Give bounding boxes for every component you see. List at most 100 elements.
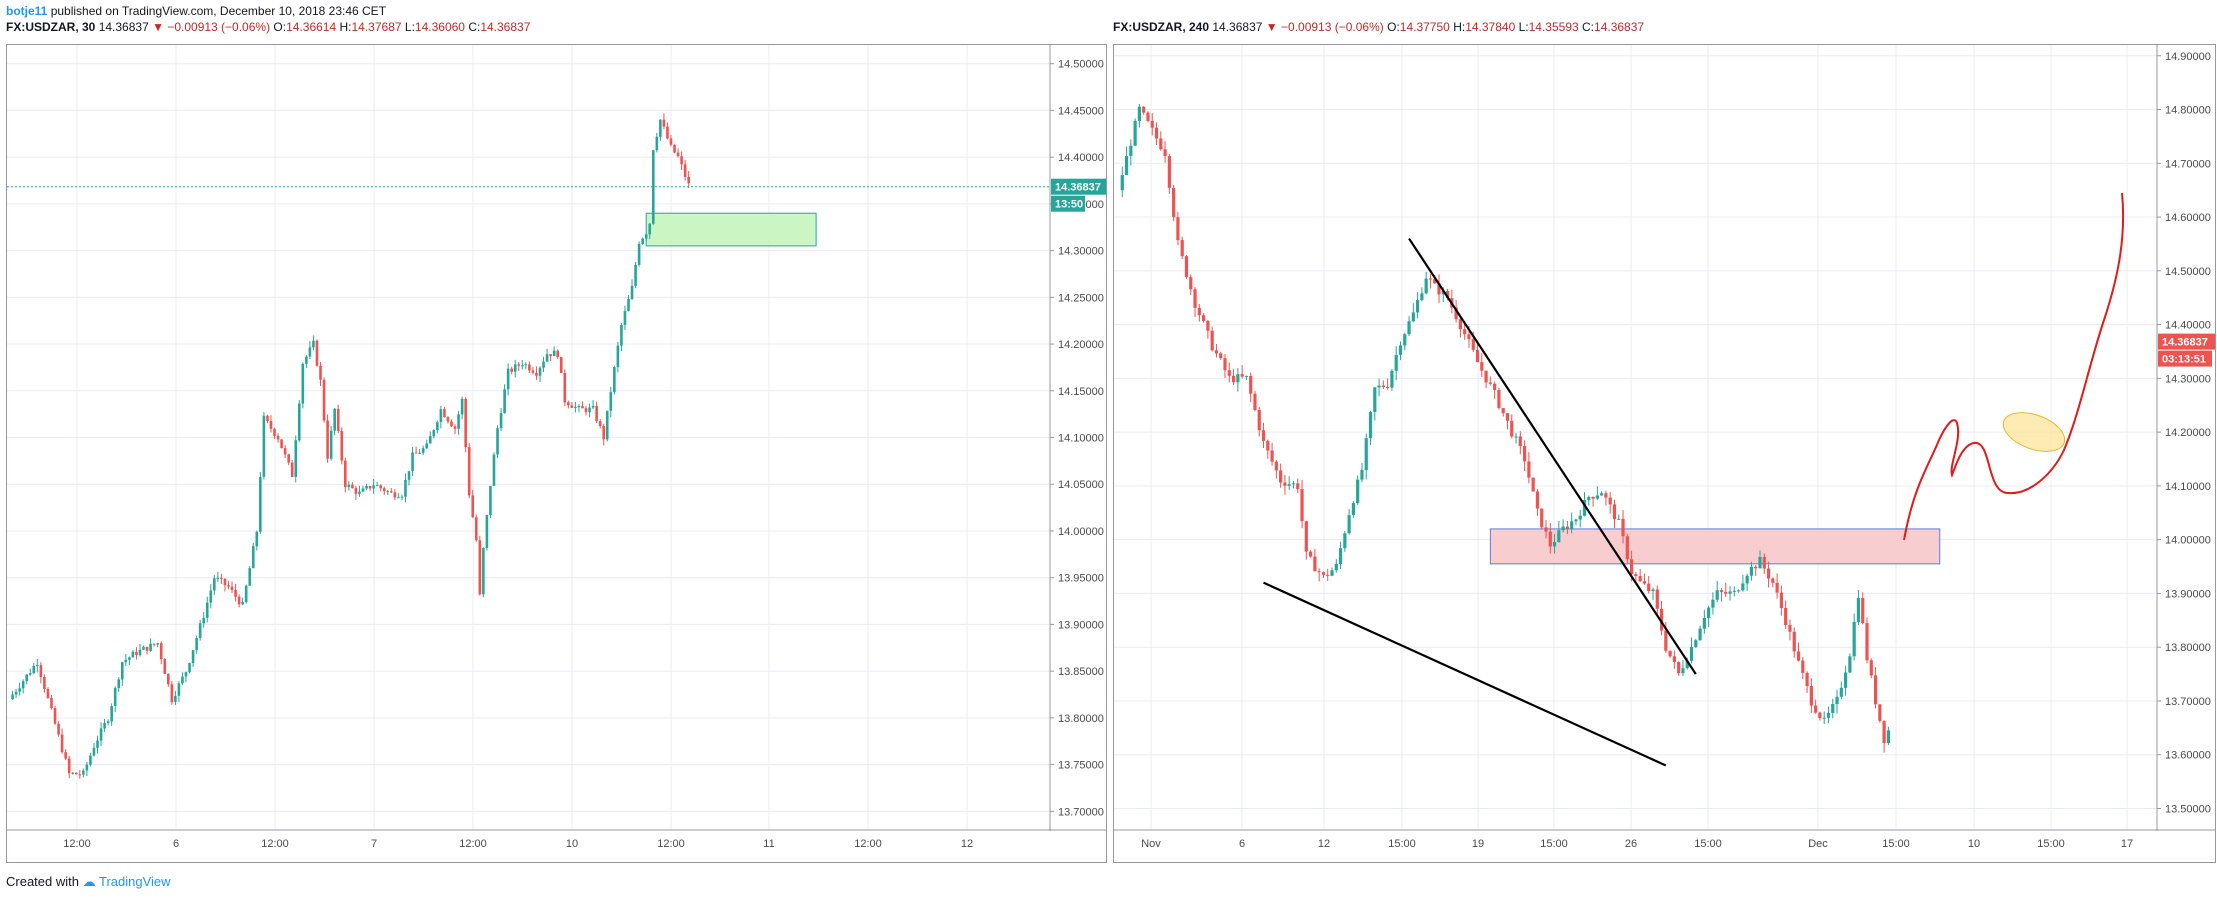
candle-body — [510, 368, 513, 372]
candle-body — [1463, 329, 1467, 335]
candle-body — [404, 479, 407, 497]
candle-body — [205, 602, 209, 618]
candle-body — [1488, 382, 1492, 384]
candle-body — [354, 488, 358, 494]
candle-body — [1368, 411, 1373, 439]
candle-body — [651, 150, 655, 224]
candle-body — [21, 681, 25, 689]
candle-body — [1886, 730, 1890, 744]
candle-body — [266, 415, 269, 422]
candle-body — [1321, 572, 1326, 575]
candle-body — [78, 774, 82, 776]
candle-body — [202, 617, 205, 624]
candle-body — [1719, 590, 1724, 592]
candle-body — [1814, 705, 1818, 713]
candle-body — [1176, 217, 1180, 241]
trendline — [1263, 581, 1667, 767]
candle-body — [1475, 349, 1480, 363]
candle-body — [1386, 386, 1390, 388]
candle-body — [1540, 508, 1544, 528]
candle-body — [1249, 375, 1253, 394]
candle-body — [528, 364, 531, 371]
candle-body — [634, 264, 637, 286]
candle-body — [1411, 312, 1415, 322]
candle-body — [1309, 551, 1313, 557]
candle-body — [138, 649, 142, 656]
candle-body — [1458, 319, 1462, 330]
candle-body — [1784, 607, 1788, 625]
y-tick-label: 14.80000 — [2165, 105, 2211, 117]
candle-body — [386, 491, 390, 493]
candle-body — [99, 728, 103, 741]
candle-body — [1638, 576, 1642, 582]
candle-body — [124, 659, 128, 663]
left-open: 14.36614 — [286, 20, 337, 34]
candle-body — [1137, 106, 1141, 121]
y-tick-label: 14.50000 — [1058, 59, 1104, 71]
right-chart-panel[interactable]: 14.90000 14.80000 14.70000 14.60000 14.50000… — [1113, 44, 2216, 863]
candle-body — [1694, 640, 1698, 647]
candle-body — [1749, 566, 1754, 576]
candle-body — [1514, 436, 1518, 438]
candle-body — [1351, 503, 1355, 516]
candle-body — [1805, 672, 1809, 687]
y-tick-label: 14.20000 — [1058, 339, 1104, 351]
candle-body — [315, 340, 319, 366]
candle-body — [223, 578, 227, 586]
candle-body — [1647, 583, 1651, 591]
candle-body — [329, 430, 333, 459]
countdown-label: 13:50 — [1055, 199, 1083, 211]
candle-body — [368, 485, 372, 489]
candle-body — [142, 646, 145, 650]
y-tick-label: 13.80000 — [1058, 713, 1104, 725]
candle-body — [103, 723, 106, 729]
right-chart-svg[interactable]: 14.90000 14.80000 14.70000 14.60000 14.50000… — [1114, 45, 2215, 862]
candle-body — [659, 119, 662, 137]
candle-body — [1612, 504, 1617, 520]
candle-body — [89, 755, 92, 765]
candle-body — [322, 379, 326, 421]
candle-body — [492, 454, 496, 486]
candle-body — [644, 234, 648, 239]
candle-body — [414, 452, 418, 454]
candle-body — [485, 515, 489, 548]
candle-body — [474, 517, 478, 541]
candle-body — [535, 372, 538, 376]
candle-body — [1467, 334, 1471, 340]
candle-body — [1801, 660, 1805, 673]
candle-body — [1159, 138, 1163, 150]
candle-body — [216, 577, 220, 579]
candle-body — [1561, 526, 1565, 531]
tradingview-link[interactable]: TradingView — [99, 874, 171, 889]
candle-body — [1822, 717, 1826, 719]
x-tick-label: 10 — [1968, 838, 1980, 850]
candle-body — [450, 421, 453, 427]
y-tick-label: 14.50000 — [2165, 266, 2211, 278]
candle-body — [1493, 383, 1497, 391]
candle-body — [209, 590, 213, 603]
down-arrow-icon: ▼ — [152, 20, 164, 34]
projection-path — [1903, 192, 2125, 541]
left-chart-panel[interactable]: 14.5000014.4500014.4000014.3500014.30000… — [6, 44, 1107, 863]
author-link[interactable]: botje11 — [6, 4, 48, 18]
price-tag-label: 14.36837 — [1055, 182, 1101, 194]
candle-body — [1792, 631, 1796, 652]
candle-body — [1360, 469, 1364, 480]
candle-body — [482, 547, 485, 595]
candle-body — [198, 623, 202, 638]
candle-body — [305, 356, 308, 364]
candle-body — [152, 643, 156, 645]
candle-body — [421, 448, 425, 453]
candle-body — [1163, 149, 1167, 157]
candle-body — [1480, 362, 1484, 371]
candle-body — [1394, 354, 1398, 371]
y-tick-label: 14.45000 — [1058, 105, 1104, 117]
candle-body — [390, 491, 393, 493]
candle-body — [312, 340, 315, 348]
left-chart-svg[interactable]: 14.5000014.4500014.4000014.3500014.30000… — [7, 45, 1106, 862]
candle-body — [1796, 651, 1801, 661]
candle-body — [1505, 413, 1510, 421]
candle-body — [18, 688, 21, 692]
countdown-label: 03:13:51 — [2162, 354, 2206, 366]
x-tick-label: 6 — [1239, 838, 1245, 850]
